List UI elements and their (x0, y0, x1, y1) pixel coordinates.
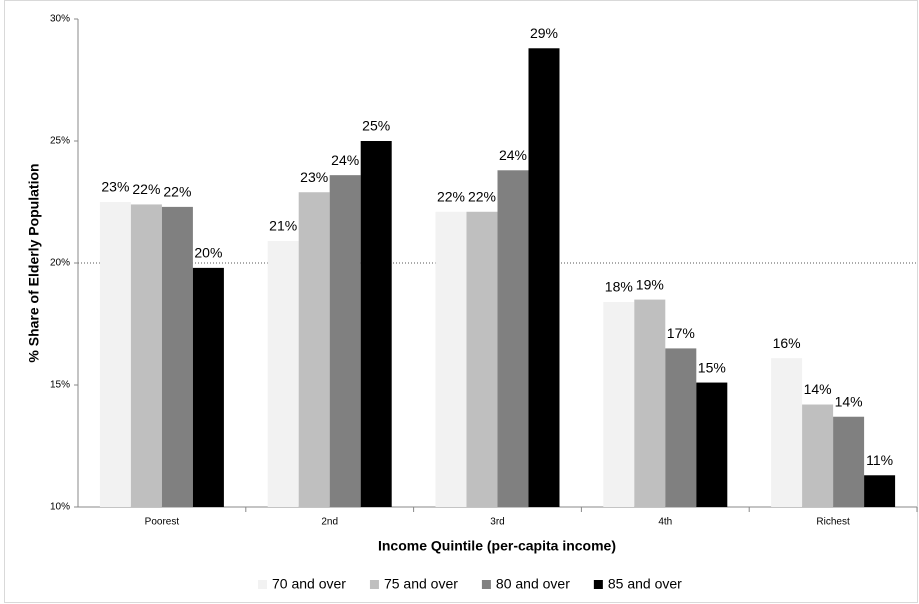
data-label: 19% (636, 276, 664, 292)
bar (771, 358, 803, 507)
bar (267, 241, 299, 508)
bar (497, 170, 529, 507)
bar (528, 48, 560, 507)
bar (298, 192, 330, 508)
bar (696, 382, 728, 507)
data-label: 22% (468, 188, 496, 204)
legend-label: 75 and over (384, 576, 458, 592)
x-axis-title: Income Quintile (per-capita income) (378, 538, 616, 554)
legend-swatch (258, 580, 267, 589)
data-label: 14% (835, 393, 863, 409)
y-tick-label: 15% (50, 380, 70, 391)
data-label: 22% (132, 181, 160, 197)
data-label: 23% (300, 169, 328, 185)
bar (130, 204, 162, 507)
data-label: 24% (331, 152, 359, 168)
x-tick-label: Poorest (145, 517, 180, 528)
data-label: 20% (194, 245, 222, 261)
y-tick-label: 30% (50, 14, 70, 25)
data-label: 17% (667, 325, 695, 341)
bar (833, 416, 865, 507)
data-label: 22% (163, 184, 191, 200)
x-tick-label: 2nd (321, 517, 338, 528)
data-label: 29% (530, 25, 558, 41)
bar (192, 267, 224, 507)
data-label: 14% (804, 381, 832, 397)
legend-label: 70 and over (272, 576, 346, 592)
x-tick-label: 3rd (490, 517, 504, 528)
bar (161, 206, 193, 507)
legend-label: 80 and over (496, 576, 570, 592)
data-label: 25% (362, 118, 390, 134)
bar (99, 202, 131, 507)
y-tick-label: 20% (50, 258, 70, 269)
bar (435, 211, 467, 507)
data-label: 11% (866, 452, 893, 468)
bar (603, 302, 635, 507)
data-label: 16% (773, 335, 801, 351)
bar (360, 141, 392, 507)
bar (665, 348, 697, 507)
legend-swatch (369, 580, 379, 589)
data-label: 23% (101, 179, 129, 195)
bar (864, 475, 896, 507)
bar (802, 404, 834, 507)
bar (466, 211, 498, 507)
data-label: 22% (437, 188, 465, 204)
bar (329, 175, 361, 507)
bar (634, 299, 666, 507)
y-axis-title: % Share of Elderly Population (26, 163, 42, 362)
data-label: 15% (698, 359, 726, 375)
y-tick-label: 10% (50, 502, 70, 513)
x-tick-label: Richest (816, 517, 850, 528)
data-label: 24% (499, 147, 527, 163)
legend-swatch (481, 580, 491, 589)
data-label: 18% (605, 279, 633, 295)
data-label: 21% (269, 218, 297, 234)
y-tick-label: 25% (50, 136, 70, 147)
legend-label: 85 and over (608, 576, 682, 592)
legend-swatch (593, 580, 603, 589)
x-tick-label: 4th (658, 517, 672, 528)
